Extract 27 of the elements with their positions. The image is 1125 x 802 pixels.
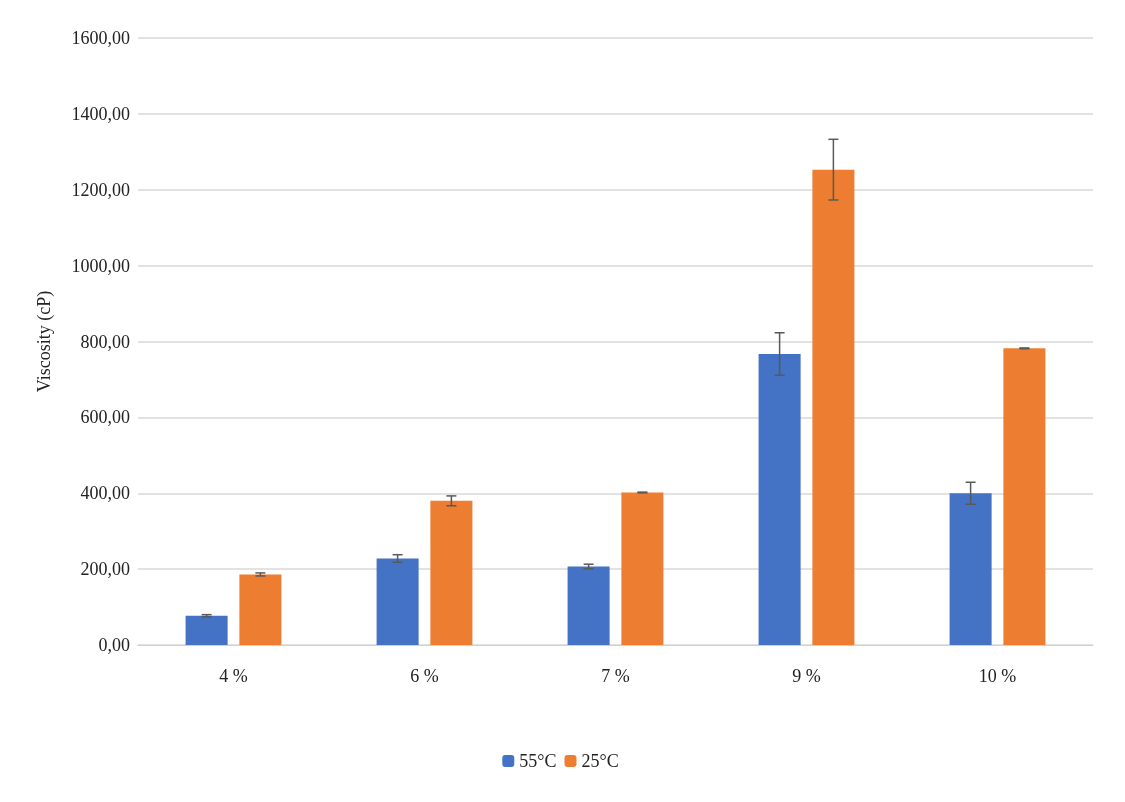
y-tick-label: 600,00 xyxy=(80,407,130,428)
y-tick-label: 200,00 xyxy=(80,559,130,580)
x-tick-label: 7 % xyxy=(601,666,630,686)
y-tick-label: 1200,00 xyxy=(71,179,130,200)
x-tick-label: 9 % xyxy=(792,666,821,686)
bar xyxy=(812,169,855,645)
y-tick-label: 800,00 xyxy=(80,331,130,352)
x-tick-label: 10 % xyxy=(978,666,1017,686)
y-tick-label: 1000,00 xyxy=(71,255,130,276)
bar xyxy=(376,558,419,645)
legend-label: 25°C xyxy=(581,751,619,771)
bar xyxy=(239,574,282,645)
bar xyxy=(1003,348,1046,645)
x-tick-label: 6 % xyxy=(410,666,439,686)
legend-label: 55°C xyxy=(519,751,557,771)
bar xyxy=(430,500,473,645)
y-tick-label: 0,00 xyxy=(98,635,130,655)
bar xyxy=(567,566,610,645)
y-tick-label: 1400,00 xyxy=(71,103,130,124)
bar xyxy=(621,492,664,645)
y-tick-label: 1600,00 xyxy=(71,28,130,48)
bar xyxy=(758,354,801,645)
y-tick-label: 400,00 xyxy=(80,483,130,504)
bar xyxy=(949,493,992,645)
x-tick-label: 4 % xyxy=(219,666,248,686)
y-axis-title: Viscosity (cP) xyxy=(34,290,55,393)
bar xyxy=(185,615,228,645)
